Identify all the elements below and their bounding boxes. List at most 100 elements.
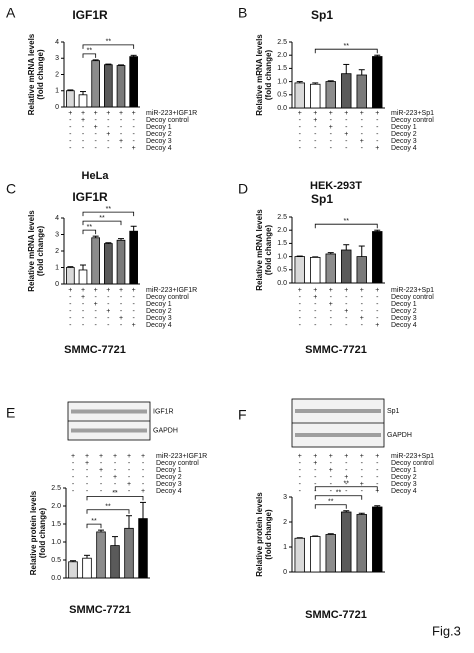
condition-label: Decoy 1 (146, 301, 172, 308)
condition-sign: + (99, 467, 103, 474)
condition-sign: + (360, 481, 364, 488)
cell-line: SMMC-7721 (305, 344, 367, 356)
y-tick-label: 1.5 (277, 65, 287, 72)
blot-band (295, 433, 381, 437)
condition-sign: - (82, 138, 85, 145)
condition-sign: - (314, 308, 317, 315)
significance-label: ** (106, 206, 112, 213)
condition-sign: + (68, 110, 72, 117)
condition-sign: + (344, 308, 348, 315)
condition-sign: - (299, 481, 302, 488)
y-tick-label: 1.0 (277, 253, 287, 260)
condition-label: Decoy 4 (146, 322, 172, 329)
condition-sign: - (330, 308, 333, 315)
condition-sign: - (82, 124, 85, 131)
condition-sign: - (82, 301, 85, 308)
y-tick-label: 0.5 (277, 267, 287, 274)
condition-sign: + (375, 453, 379, 460)
condition-sign: + (85, 453, 89, 460)
condition-sign: - (72, 488, 75, 495)
condition-sign: - (376, 481, 379, 488)
condition-sign: + (344, 453, 348, 460)
condition-sign: - (72, 481, 75, 488)
condition-sign: + (119, 110, 123, 117)
condition-sign: - (120, 308, 123, 315)
condition-sign: + (106, 131, 110, 138)
condition-sign: + (329, 110, 333, 117)
condition-label: Decoy 1 (391, 301, 417, 308)
condition-sign: + (81, 287, 85, 294)
condition-sign: - (107, 301, 110, 308)
condition-sign: - (376, 117, 379, 124)
condition-sign: - (107, 322, 110, 329)
condition-sign: + (94, 287, 98, 294)
condition-sign: - (345, 117, 348, 124)
condition-sign: - (345, 460, 348, 467)
cell-line: HeLa (82, 170, 110, 182)
significance-bracket (314, 223, 378, 229)
condition-sign: - (107, 145, 110, 152)
y-axis-label: Relative mRNA levels (255, 209, 264, 291)
condition-sign: + (360, 138, 364, 145)
condition-sign: - (142, 481, 145, 488)
condition-label: Decoy 4 (391, 488, 417, 495)
condition-sign: - (142, 460, 145, 467)
condition-sign: - (330, 474, 333, 481)
y-tick-label: 4 (55, 215, 59, 222)
bar (372, 231, 383, 284)
condition-sign: + (329, 301, 333, 308)
condition-sign: - (361, 117, 364, 124)
condition-label: Decoy 3 (146, 138, 172, 145)
condition-sign: - (361, 460, 364, 467)
condition-sign: - (132, 124, 135, 131)
y-tick-label: 1.0 (277, 78, 287, 85)
condition-sign: - (114, 460, 117, 467)
panel-letter: D (238, 181, 248, 197)
significance-label: ** (344, 43, 350, 50)
significance-bracket (314, 495, 363, 500)
condition-sign: - (299, 315, 302, 322)
condition-sign: - (314, 488, 317, 495)
condition-sign: - (361, 145, 364, 152)
condition-sign: - (361, 124, 364, 131)
condition-sign: - (345, 301, 348, 308)
condition-sign: - (128, 488, 131, 495)
condition-sign: - (314, 124, 317, 131)
significance-label: ** (328, 499, 334, 506)
blot-label: IGF1R (153, 408, 174, 415)
condition-sign: - (132, 131, 135, 138)
significance-bracket (314, 486, 378, 491)
significance-bracket (82, 44, 135, 49)
condition-sign: - (69, 145, 72, 152)
condition-sign: - (72, 474, 75, 481)
condition-sign: - (86, 481, 89, 488)
panel-letter: C (6, 181, 16, 197)
condition-label: Decoy control (391, 117, 434, 124)
y-tick-label: 0.0 (277, 280, 287, 287)
condition-sign: - (120, 322, 123, 329)
condition-sign: + (313, 460, 317, 467)
condition-sign: - (86, 467, 89, 474)
condition-sign: - (376, 474, 379, 481)
bar (116, 65, 126, 108)
condition-sign: - (314, 481, 317, 488)
condition-sign: - (69, 308, 72, 315)
condition-sign: + (375, 322, 379, 329)
condition-sign: - (314, 138, 317, 145)
significance-bracket (314, 504, 347, 509)
condition-sign: + (360, 315, 364, 322)
condition-sign: + (141, 453, 145, 460)
bar (66, 90, 75, 108)
condition-label: miR-223+Sp1 (391, 453, 434, 460)
significance-label: ** (91, 518, 97, 525)
condition-sign: + (329, 467, 333, 474)
bar (82, 557, 92, 579)
condition-sign: + (375, 488, 379, 495)
condition-label: miR-223+IGF1R (146, 287, 197, 294)
blot-band (71, 428, 147, 433)
condition-sign: - (120, 131, 123, 138)
condition-sign: + (119, 138, 123, 145)
condition-sign: + (119, 315, 123, 322)
condition-sign: + (132, 287, 136, 294)
condition-label: Decoy 2 (391, 131, 417, 138)
